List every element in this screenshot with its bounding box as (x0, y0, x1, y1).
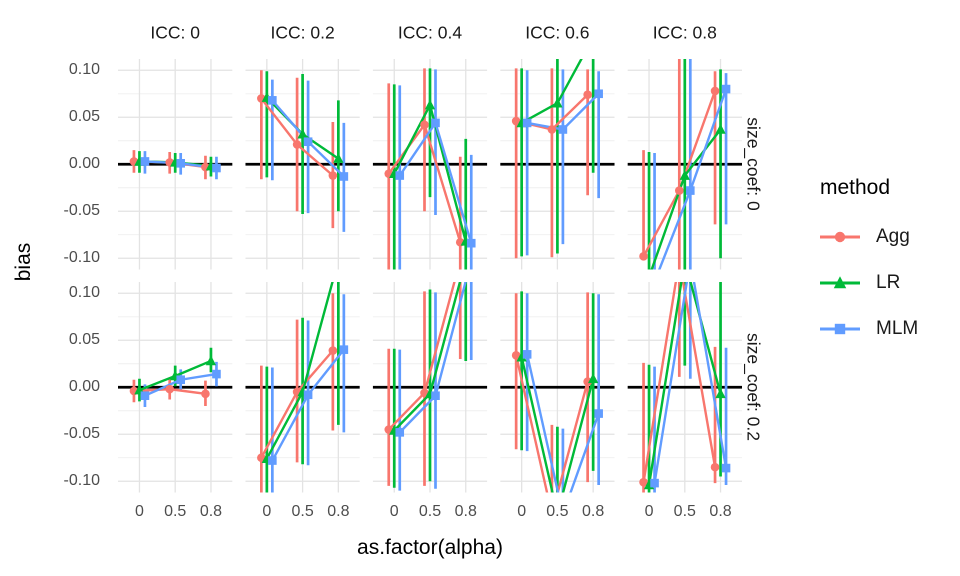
circle-key-icon (820, 231, 860, 243)
x-tick-label: 0.8 (199, 503, 223, 520)
y-tick-label: 0.05 (68, 331, 100, 349)
x-tick-label: 0.8 (582, 503, 605, 520)
y-tick-label: 0.00 (68, 155, 100, 173)
panel-ICC: 0.8-size_coef: 0 (627, 59, 742, 270)
y-tick-label: -0.10 (63, 472, 100, 490)
legend-item-agg: Agg (818, 214, 958, 260)
panel-ICC: 0-size_coef: 0.2 (118, 282, 233, 493)
y-tick-label: -0.05 (63, 425, 100, 443)
legend-label: MLM (876, 318, 919, 339)
panel-ICC: 0.8-size_coef: 0.2 (627, 282, 742, 493)
legend-item-lr: LR (818, 260, 958, 306)
legend: method Agg LR MLM (818, 176, 958, 352)
x-tick-label: 0.5 (673, 503, 696, 520)
panel-ICC: 0.6-size_coef: 0.2 (500, 282, 615, 493)
facet-row-label: size_coef: 0.2 (743, 333, 764, 442)
x-tick-label: 0 (644, 503, 654, 520)
y-axis-title: bias (12, 242, 35, 282)
facet-col-label: ICC: 0 (150, 22, 200, 43)
x-tick-label: 0 (517, 503, 527, 520)
panel-ICC: 0.4-size_coef: 0.2 (372, 282, 488, 493)
y-tick-label: -0.05 (63, 202, 100, 220)
facet-col-label: ICC: 0.6 (525, 22, 590, 43)
x-tick-label: 0 (262, 503, 272, 520)
triangle-key-icon (820, 276, 860, 289)
y-tick-label: 0.05 (68, 108, 100, 126)
legend-label: Agg (876, 226, 910, 247)
x-tick-label: 0.8 (327, 503, 350, 520)
facet-col-label: ICC: 0.4 (397, 22, 463, 43)
legend-item-mlm: MLM (818, 306, 958, 352)
panel-ICC: 0.4-size_coef: 0 (372, 59, 488, 270)
x-tick-label: 0 (134, 503, 144, 520)
panel-ICC: 0.6-size_coef: 0 (500, 59, 615, 270)
y-tick-label: -0.10 (63, 249, 100, 267)
x-tick-label: 0 (389, 503, 399, 520)
x-tick-label: 0.5 (291, 503, 314, 520)
legend-items: Agg LR MLM (818, 214, 958, 352)
panel-ICC: 0.2-size_coef: 0 (245, 59, 360, 270)
x-tick-label: 0.8 (454, 503, 477, 520)
y-tick-label: 0.10 (68, 61, 100, 79)
x-tick-label: 0.8 (709, 503, 732, 520)
y-tick-label: 0.10 (68, 284, 100, 302)
x-tick-label: 0.5 (546, 503, 569, 520)
legend-label: LR (876, 272, 901, 293)
x-tick-label: 0.5 (418, 503, 442, 520)
panel-ICC: 0.2-size_coef: 0.2 (245, 282, 360, 493)
legend-title: method (820, 176, 891, 199)
panel-ICC: 0-size_coef: 0 (118, 59, 233, 270)
facet-col-label: ICC: 0.8 (652, 22, 717, 43)
facet-col-label: ICC: 0.2 (270, 22, 335, 43)
facet-row-label: size_coef: 0 (743, 117, 764, 211)
y-tick-label: 0.00 (68, 378, 100, 396)
x-tick-label: 0.5 (164, 503, 187, 520)
square-key-icon (820, 323, 860, 335)
x-axis-title: as.factor(alpha) (357, 536, 503, 559)
